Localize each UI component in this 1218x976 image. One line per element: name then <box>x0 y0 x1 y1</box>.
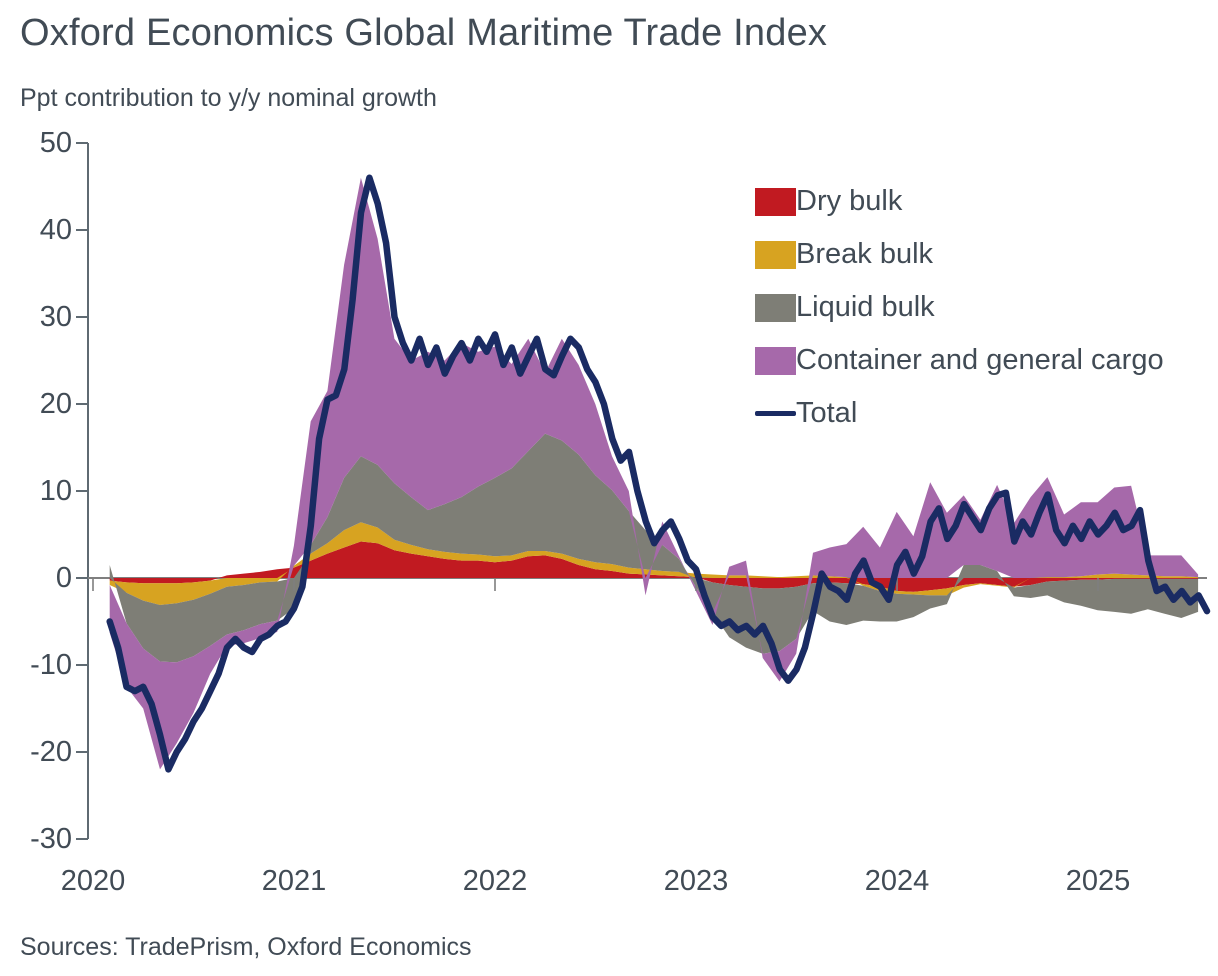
legend-item: Liquid bulk <box>755 281 1164 334</box>
legend-item: Container and general cargo <box>755 334 1164 387</box>
y-axis-label: 20 <box>39 388 72 420</box>
x-axis-label: 2021 <box>261 865 327 897</box>
y-axis-label: 40 <box>39 214 72 246</box>
y-axis-label: -10 <box>30 649 72 681</box>
chart-subtitle: Ppt contribution to y/y nominal growth <box>20 84 437 112</box>
sources-note: Sources: TradePrism, Oxford Economics <box>20 933 472 961</box>
legend-item: Break bulk <box>755 228 1164 281</box>
chart-title: Oxford Economics Global Maritime Trade I… <box>20 12 828 54</box>
area-break <box>109 522 1199 605</box>
legend-label: Break bulk <box>796 238 934 270</box>
legend-item: Total <box>755 387 1164 440</box>
legend-label: Dry bulk <box>796 185 903 217</box>
y-axis-label: 30 <box>39 301 72 333</box>
legend-swatch <box>755 240 796 269</box>
legend-label: Container and general cargo <box>796 344 1164 376</box>
legend-swatch <box>755 293 796 322</box>
legend-swatch <box>755 411 796 416</box>
y-axis-label: -20 <box>30 736 72 768</box>
y-axis-label: -30 <box>30 823 72 855</box>
legend-item: Dry bulk <box>755 175 1164 228</box>
legend-label: Total <box>796 397 858 429</box>
x-axis-label: 2023 <box>663 865 729 897</box>
y-axis-label: 10 <box>39 475 72 507</box>
legend-swatch <box>755 346 796 375</box>
total-line <box>106 174 1211 773</box>
y-axis-label: 0 <box>55 562 72 594</box>
x-axis-label: 2025 <box>1065 865 1131 897</box>
area-dry <box>109 541 1199 592</box>
x-axis-label: 2024 <box>864 865 930 897</box>
legend: Dry bulk Break bulk Liquid bulk Container a… <box>755 175 1164 440</box>
y-axis-label: 50 <box>39 127 72 159</box>
legend-swatch <box>755 187 796 216</box>
area-liquid <box>109 433 1199 663</box>
legend-label: Liquid bulk <box>796 291 935 323</box>
x-axis-label: 2020 <box>60 865 126 897</box>
area-container <box>109 177 1199 770</box>
x-axis-label: 2022 <box>462 865 528 897</box>
